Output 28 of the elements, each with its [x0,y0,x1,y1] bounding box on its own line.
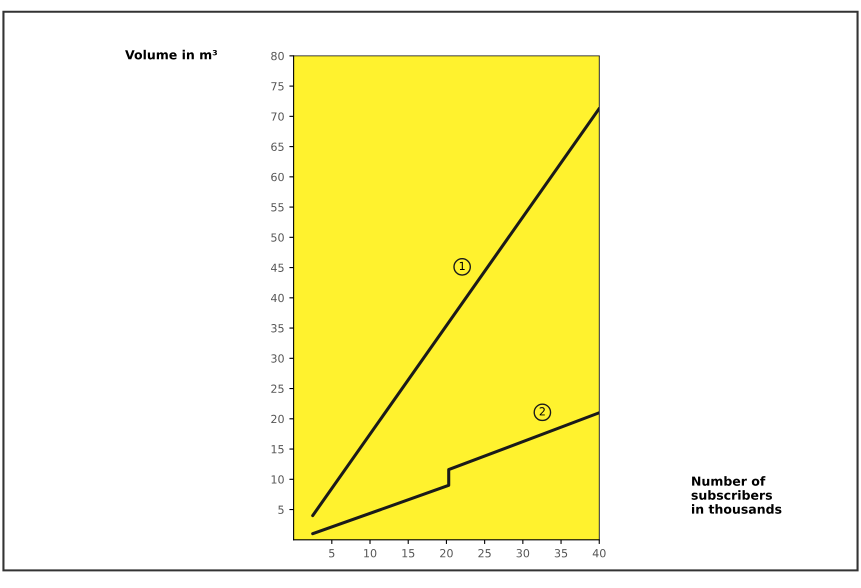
y-tick-label: 80 [271,52,284,60]
y-tick-label: 75 [271,82,284,90]
text: Number of subscribers in thousands [692,476,782,514]
x-tick-label: 20 [440,549,453,558]
y-tick-label: 15 [272,445,284,454]
x-tick-label: 5 [329,549,334,558]
y-tick-label: 50 [271,233,284,242]
y-tick-label: 65 [271,142,284,151]
y-tick-label: 45 [270,264,284,272]
y-tick-label: 35 [271,324,284,332]
series-label: 1 [460,262,465,270]
x-tick-label: 40 [592,549,606,558]
y-tick-label: 10 [272,475,284,484]
y-tick-label: 30 [271,354,284,363]
series-label: 2 [540,407,545,416]
x-tick-label: 30 [516,549,530,558]
y-tick-label: 40 [270,294,284,302]
x-tick-label: 35 [554,549,568,558]
y-tick-label: 70 [271,112,284,121]
x-tick-label: 10 [364,549,376,558]
y-tick-label: 60 [271,172,284,182]
x-tick-label: 15 [402,549,414,558]
x-tick-label: 25 [478,549,491,558]
y-tick-label: 20 [271,414,284,424]
y-tick-label: 55 [271,203,284,212]
y-tick-label: 25 [271,384,284,393]
y-axis-title: Volume in m³ [125,50,217,60]
y-tick-label: 5 [278,506,284,514]
